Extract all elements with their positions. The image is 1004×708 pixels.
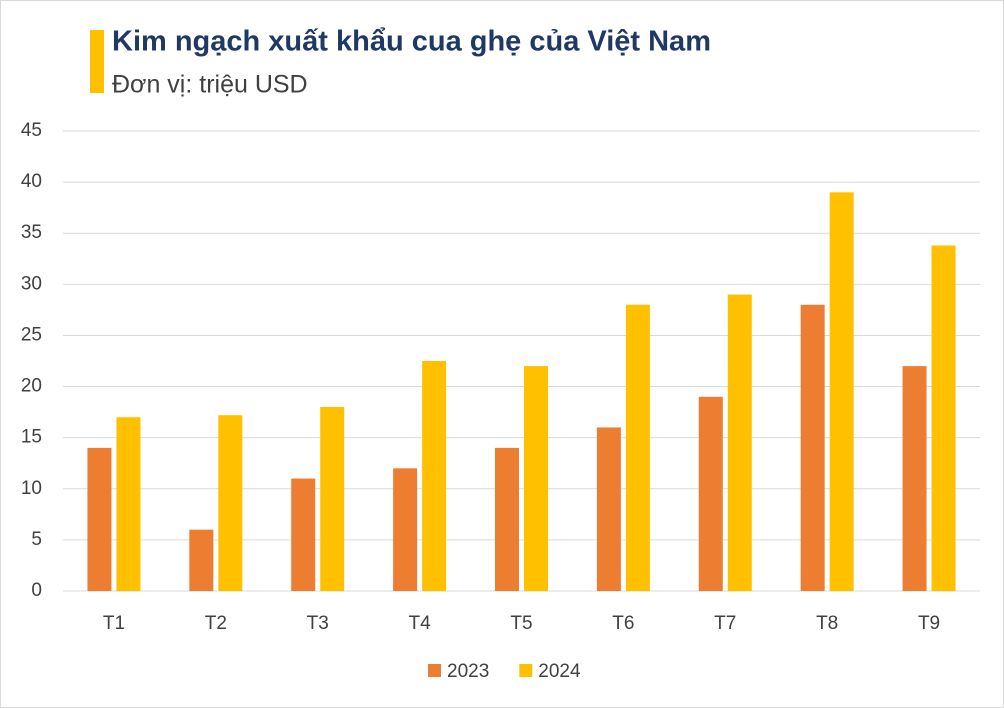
y-tick-label: 0: [31, 580, 42, 601]
bar: [87, 447, 112, 591]
x-tick-label: T2: [205, 613, 227, 634]
bar: [116, 417, 141, 591]
x-tick-label: T4: [409, 613, 432, 634]
x-tick-label: T5: [510, 613, 532, 634]
bar: [524, 366, 548, 591]
y-tick-label: 15: [21, 427, 42, 448]
x-tick-label: T9: [918, 613, 940, 634]
bar: [902, 366, 927, 591]
y-tick-label: 25: [21, 324, 42, 345]
bar: [698, 396, 723, 591]
x-tick-label: T6: [612, 613, 634, 634]
chart-title: Kim ngạch xuất khẩu cua ghẹ của Việt Nam: [112, 26, 711, 58]
x-tick-label: T7: [714, 613, 736, 634]
bar: [596, 427, 621, 591]
bar: [291, 478, 316, 591]
bar: [320, 407, 345, 591]
bar: [422, 361, 447, 591]
bar: [727, 294, 752, 591]
bar: [800, 304, 825, 591]
bar: [829, 192, 854, 592]
y-tick-label: 35: [21, 222, 42, 243]
bar: [189, 529, 214, 591]
y-tick-label: 10: [21, 478, 42, 499]
y-tick-label: 40: [21, 171, 42, 192]
y-tick-label: 45: [21, 120, 42, 141]
x-tick-label: T3: [307, 613, 329, 634]
bar: [218, 415, 243, 591]
bar: [625, 304, 650, 591]
y-tick-label: 20: [21, 376, 42, 397]
legend-label: 2024: [538, 661, 581, 682]
y-tick-label: 30: [21, 273, 42, 294]
x-tick-label: T8: [816, 613, 838, 634]
bar: [931, 245, 956, 591]
bar: [495, 447, 519, 591]
legend-swatch: [519, 664, 533, 677]
title-accent: [90, 30, 104, 93]
chart-subtitle: Đơn vị: triệu USD: [112, 71, 308, 99]
x-tick-label: T1: [103, 613, 125, 634]
y-tick-label: 5: [31, 529, 42, 550]
legend-label: 2023: [447, 661, 489, 682]
bar: [393, 468, 418, 591]
legend-swatch: [428, 664, 441, 677]
